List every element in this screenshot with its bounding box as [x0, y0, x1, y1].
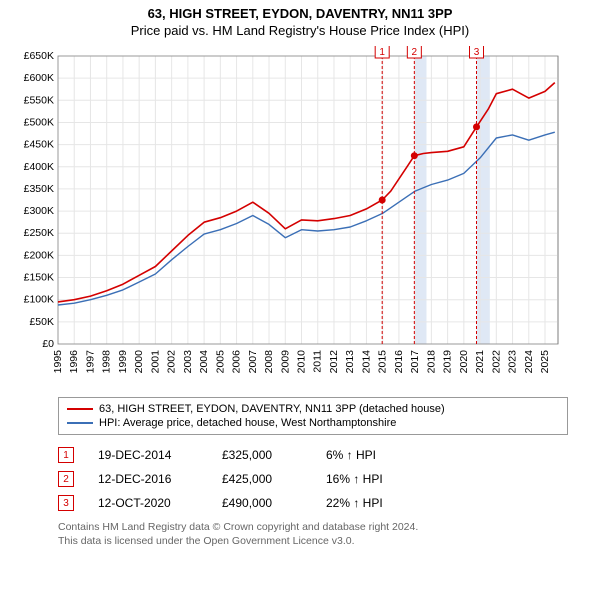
page-title: 63, HIGH STREET, EYDON, DAVENTRY, NN11 3… [0, 6, 600, 21]
svg-text:1: 1 [379, 47, 385, 58]
event-date: 12-OCT-2020 [98, 496, 198, 510]
event-date: 12-DEC-2016 [98, 472, 198, 486]
svg-text:£250K: £250K [24, 227, 54, 239]
svg-text:2004: 2004 [198, 350, 210, 374]
svg-text:2003: 2003 [182, 350, 194, 374]
svg-text:2018: 2018 [425, 350, 437, 374]
svg-text:1998: 1998 [101, 350, 113, 374]
svg-text:1996: 1996 [68, 350, 80, 374]
legend-swatch [67, 408, 93, 410]
event-price: £325,000 [222, 448, 302, 462]
event-badge: 2 [58, 471, 74, 487]
svg-text:£600K: £600K [24, 72, 54, 84]
svg-text:£50K: £50K [29, 316, 54, 328]
event-price: £425,000 [222, 472, 302, 486]
svg-text:2007: 2007 [247, 350, 259, 374]
svg-text:2016: 2016 [393, 350, 405, 374]
price-chart: £0 £50K £100K £150K £200K £250K £300K £350K £400… [10, 46, 590, 391]
event-delta: 6% ↑ HPI [326, 448, 416, 462]
legend-row: 63, HIGH STREET, EYDON, DAVENTRY, NN11 3… [67, 402, 559, 416]
legend-row: HPI: Average price, detached house, West… [67, 416, 559, 430]
event-price: £490,000 [222, 496, 302, 510]
svg-text:£100K: £100K [24, 294, 54, 306]
svg-text:£200K: £200K [24, 249, 54, 261]
page-subtitle: Price paid vs. HM Land Registry's House … [0, 23, 600, 38]
svg-text:2006: 2006 [231, 350, 243, 374]
svg-text:3: 3 [474, 47, 480, 58]
svg-text:1999: 1999 [117, 350, 129, 374]
svg-text:2021: 2021 [474, 350, 486, 374]
svg-text:1995: 1995 [52, 350, 64, 374]
svg-text:2009: 2009 [279, 350, 291, 374]
svg-text:2011: 2011 [312, 350, 324, 373]
svg-text:£500K: £500K [24, 116, 54, 128]
legend-label: 63, HIGH STREET, EYDON, DAVENTRY, NN11 3… [99, 403, 445, 415]
svg-text:2012: 2012 [328, 350, 340, 374]
attribution: Contains HM Land Registry data © Crown c… [58, 521, 568, 548]
svg-text:2013: 2013 [344, 350, 356, 374]
event-badge: 3 [58, 495, 74, 511]
event-table: 1 19-DEC-2014 £325,000 6% ↑ HPI 2 12-DEC… [58, 443, 568, 515]
svg-text:£350K: £350K [24, 183, 54, 195]
attribution-line: This data is licensed under the Open Gov… [58, 535, 568, 549]
svg-text:£450K: £450K [24, 139, 54, 151]
svg-text:2010: 2010 [296, 350, 308, 374]
svg-text:2014: 2014 [360, 350, 372, 374]
svg-text:2001: 2001 [149, 350, 161, 374]
svg-text:£550K: £550K [24, 94, 54, 106]
svg-text:£150K: £150K [24, 272, 54, 284]
legend-swatch [67, 422, 93, 424]
svg-text:2020: 2020 [458, 350, 470, 374]
event-number: 1 [63, 450, 69, 461]
svg-text:2023: 2023 [507, 350, 519, 374]
legend: 63, HIGH STREET, EYDON, DAVENTRY, NN11 3… [58, 397, 568, 435]
svg-text:2025: 2025 [539, 350, 551, 374]
svg-text:£0: £0 [42, 338, 54, 350]
svg-text:£400K: £400K [24, 161, 54, 173]
svg-text:2005: 2005 [214, 350, 226, 374]
svg-text:2015: 2015 [377, 350, 389, 374]
svg-text:2022: 2022 [490, 350, 502, 374]
svg-text:2017: 2017 [409, 350, 421, 374]
legend-label: HPI: Average price, detached house, West… [99, 417, 396, 429]
svg-text:£650K: £650K [24, 50, 54, 62]
attribution-line: Contains HM Land Registry data © Crown c… [58, 521, 568, 535]
event-row: 1 19-DEC-2014 £325,000 6% ↑ HPI [58, 443, 568, 467]
svg-text:1997: 1997 [84, 350, 96, 374]
event-row: 3 12-OCT-2020 £490,000 22% ↑ HPI [58, 491, 568, 515]
svg-text:2024: 2024 [523, 350, 535, 374]
event-delta: 22% ↑ HPI [326, 496, 416, 510]
event-delta: 16% ↑ HPI [326, 472, 416, 486]
event-number: 2 [63, 474, 69, 485]
event-badge: 1 [58, 447, 74, 463]
event-date: 19-DEC-2014 [98, 448, 198, 462]
event-row: 2 12-DEC-2016 £425,000 16% ↑ HPI [58, 467, 568, 491]
svg-text:2008: 2008 [263, 350, 275, 374]
svg-text:£300K: £300K [24, 205, 54, 217]
svg-text:2002: 2002 [166, 350, 178, 374]
svg-text:2000: 2000 [133, 350, 145, 374]
event-number: 3 [63, 498, 69, 509]
svg-text:2019: 2019 [442, 350, 454, 374]
svg-text:2: 2 [412, 47, 418, 58]
